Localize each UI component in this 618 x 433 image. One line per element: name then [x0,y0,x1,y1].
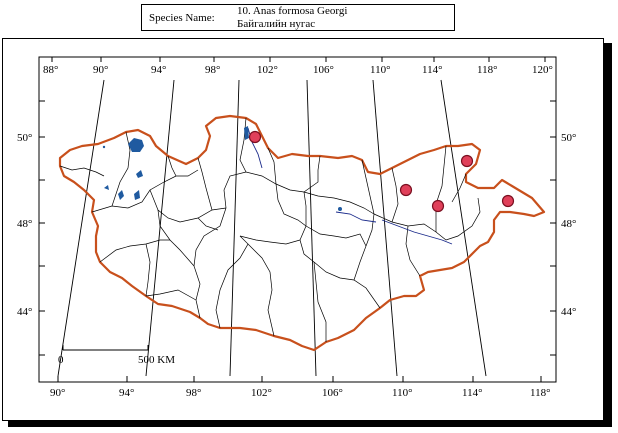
right-latitude-labels: 50° 48° 44° [561,132,576,318]
species-name-box: Species Name: 10. Anas formosa Georgi Ба… [141,4,455,31]
top-lon-label: 88° [43,64,58,76]
top-lon-label: 90° [93,64,108,76]
rivers [247,127,453,245]
occurrence-marker [460,154,474,168]
top-lon-label: 110° [370,64,391,76]
bottom-lon-label: 94° [119,387,134,399]
scale-bar-end-label: 500 KM [138,354,175,366]
top-lon-label: 118° [477,64,498,76]
lat-label-left: 50° [17,132,32,144]
bottom-lon-label: 102° [251,387,272,399]
province-boundaries [59,117,481,342]
frame-ticks [39,57,556,382]
species-local-name: Байгалийн нугас [237,18,316,30]
country-border [58,114,546,352]
bottom-lon-label: 110° [392,387,413,399]
species-name-label: Species Name: [149,12,215,24]
top-lon-label: 94° [151,64,166,76]
bottom-lon-label: 106° [322,387,343,399]
top-lon-label: 106° [313,64,334,76]
lat-label-left: 48° [17,218,32,230]
bottom-lon-label: 118° [530,387,551,399]
species-name-value: 10. Anas formosa Georgi Байгалийн нугас [237,5,347,31]
lat-label-right: 50° [561,132,576,144]
top-lon-label: 114° [422,64,443,76]
bottom-lon-label: 90° [50,387,65,399]
lat-label-right: 44° [561,306,576,318]
occurrence-marker [248,130,262,144]
occurrence-markers [248,130,515,213]
lat-label-left: 44° [17,306,32,318]
top-lon-label: 120° [532,64,553,76]
occurrence-marker [399,183,413,197]
occurrence-marker [501,194,515,208]
top-longitude-labels: 88° 90° 94° 98° 102° 106° 110° 114° 118°… [43,64,553,76]
meridian-lines [57,79,487,377]
scale-bar-start-label: 0 [58,354,64,366]
map-frame [38,56,557,383]
species-latin-name: 10. Anas formosa Georgi [237,5,348,17]
lat-label-right: 48° [561,218,576,230]
occurrence-marker [431,199,445,213]
left-latitude-labels: 50° 48° 44° [17,132,32,318]
top-lon-label: 102° [257,64,278,76]
top-lon-label: 98° [205,64,220,76]
scale-bar: 0 500 KM [58,345,175,366]
bottom-lon-label: 98° [186,387,201,399]
bottom-longitude-labels: 90° 94° 98° 102° 106° 110° 114° 118° [50,387,551,399]
lakes [102,126,342,211]
map-sheet [2,38,604,421]
bottom-lon-label: 114° [462,387,483,399]
